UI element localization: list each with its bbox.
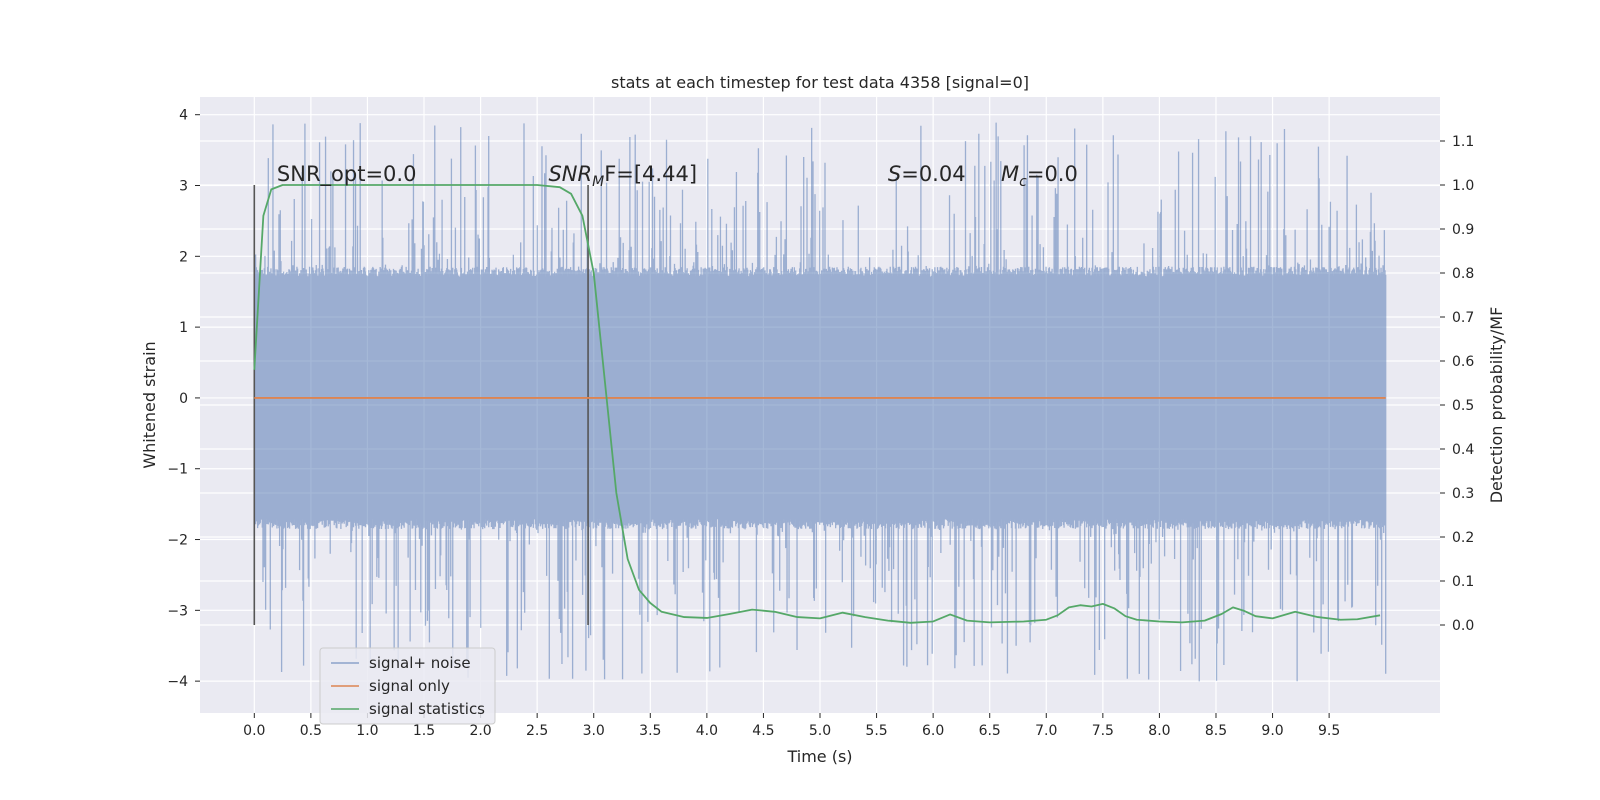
vertical-markers — [253, 185, 589, 625]
y-right-tick-label: 0.6 — [1452, 354, 1474, 370]
x-tick-label: 4.5 — [752, 723, 774, 739]
legend-label-signal-statistics: signal statistics — [369, 700, 485, 718]
x-tick-label: 6.0 — [922, 723, 944, 739]
x-tick-label: 0.5 — [300, 723, 322, 739]
y-right-tick-label: 0.3 — [1452, 486, 1474, 502]
x-tick-label: 3.5 — [639, 723, 661, 739]
x-tick-label: 2.5 — [526, 723, 548, 739]
y-axis-label-left: Whitened strain — [140, 341, 159, 468]
line-series — [253, 184, 1386, 624]
y-axis-label-right: Detection probability/MF — [1487, 307, 1506, 504]
legend-box — [319, 647, 496, 725]
x-tick-label: 9.5 — [1318, 723, 1340, 739]
x-tick-label: 8.5 — [1205, 723, 1227, 739]
x-tick-label: 1.5 — [413, 723, 435, 739]
y-right-tick-label: 0.8 — [1452, 266, 1474, 282]
x-axis-label: Time (s) — [786, 747, 852, 766]
x-axis-ticks: 0.0 0.5 1.0 1.5 2.0 2.5 3.0 3.5 4.0 4.5 5.0 5.5 6.0 6… — [243, 713, 1340, 739]
y-left-tick-label: 1 — [179, 320, 188, 336]
annotation: SNRMF=[4.44] — [548, 162, 697, 190]
y-left-tick-label: −3 — [167, 603, 188, 619]
x-tick-label: 0.0 — [243, 723, 265, 739]
y-right-tick-label: 0.0 — [1452, 618, 1474, 634]
y-right-tick-label: 0.7 — [1452, 310, 1474, 326]
x-tick-label: 7.0 — [1035, 723, 1057, 739]
chart-title: stats at each timestep for test data 435… — [611, 73, 1029, 92]
y-right-tick-label: 1.1 — [1452, 134, 1474, 150]
y-right-tick-label: 0.4 — [1452, 442, 1474, 458]
y-right-tick-label: 0.2 — [1452, 530, 1474, 546]
y-right-tick-label: 1.0 — [1452, 178, 1474, 194]
y-left-tick-label: −1 — [167, 462, 188, 478]
y-right-tick-label: 0.9 — [1452, 222, 1474, 238]
y-left-tick-label: 2 — [179, 249, 188, 265]
left-axis-ticks: −4 −3 −2 −1 0 1 2 3 4 — [167, 108, 200, 690]
y-left-tick-label: −4 — [167, 674, 188, 690]
y-left-tick-label: −2 — [167, 533, 188, 549]
y-right-tick-label: 0.1 — [1452, 574, 1474, 590]
x-tick-label: 3.0 — [583, 723, 605, 739]
annotations: SNR_opt=0.0 SNRMF=[4.44] S=0.04 Mc=0.0 — [277, 162, 1078, 190]
legend: signal+ noise signal only signal statist… — [319, 647, 496, 725]
x-tick-label: 1.0 — [356, 723, 378, 739]
right-axis-ticks: 0.0 0.1 0.2 0.3 0.4 0.5 0.6 0.7 0.8 0.9 1.0 1.1 — [1440, 134, 1474, 634]
y-left-tick-label: 4 — [179, 108, 188, 124]
x-tick-label: 5.0 — [809, 723, 831, 739]
y-left-tick-label: 0 — [179, 391, 188, 407]
legend-label-signal-only: signal only — [369, 677, 450, 695]
x-tick-label: 8.0 — [1148, 723, 1170, 739]
x-tick-label: 2.0 — [469, 723, 491, 739]
x-tick-label: 9.0 — [1261, 723, 1283, 739]
annotation: Mc=0.0 — [1001, 162, 1078, 190]
y-left-tick-label: 3 — [179, 179, 188, 195]
annotation: S=0.04 — [888, 162, 966, 186]
series-line-signal-statistics — [253, 184, 1381, 624]
annotation: SNR_opt=0.0 — [277, 162, 417, 187]
x-tick-label: 7.5 — [1092, 723, 1114, 739]
y-right-tick-label: 0.5 — [1452, 398, 1474, 414]
legend-label-signal-noise: signal+ noise — [369, 654, 471, 672]
x-tick-label: 6.5 — [979, 723, 1001, 739]
x-tick-label: 5.5 — [865, 723, 887, 739]
x-tick-label: 4.0 — [696, 723, 718, 739]
